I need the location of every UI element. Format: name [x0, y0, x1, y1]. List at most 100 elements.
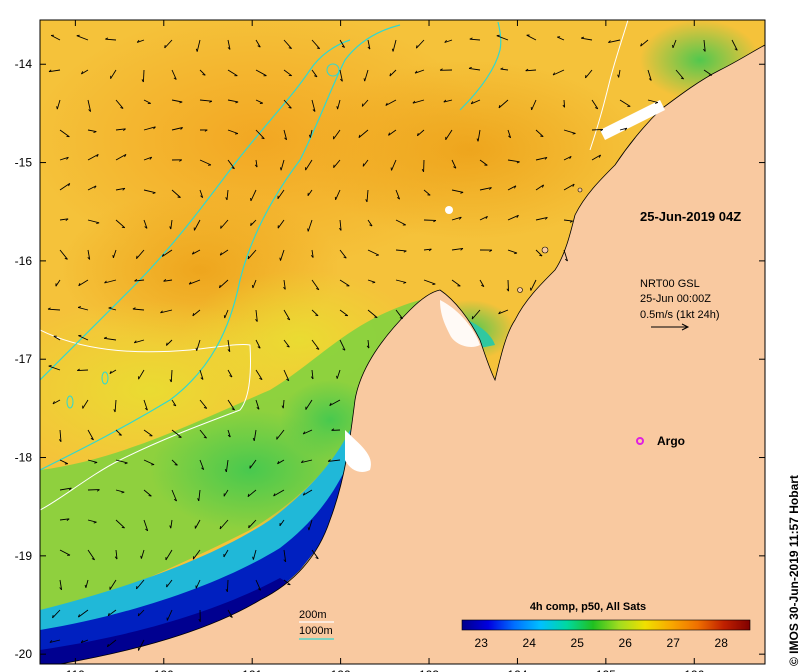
current-vector-head	[141, 79, 144, 83]
current-vector	[479, 187, 492, 191]
current-vector-head	[153, 126, 156, 130]
current-vector	[526, 34, 537, 41]
current-vector-head	[165, 342, 168, 346]
current-vector-head	[331, 428, 335, 431]
current-vector	[171, 69, 177, 80]
current-vector	[361, 99, 369, 107]
current-vector	[412, 99, 425, 104]
current-vector-head	[460, 248, 464, 251]
current-vector-head	[399, 317, 403, 320]
current-vector	[87, 519, 97, 523]
current-vector	[105, 38, 117, 41]
current-vector	[223, 489, 229, 497]
current-vector	[59, 518, 70, 521]
current-vector-head	[300, 460, 304, 463]
current-vector	[171, 189, 181, 198]
current-vector-head	[94, 185, 97, 189]
current-vector	[535, 184, 544, 191]
current-vector-head	[121, 526, 125, 529]
current-vector	[227, 369, 233, 378]
current-vector-head	[224, 469, 227, 473]
current-vector-head	[179, 159, 183, 162]
current-vector-head	[680, 77, 684, 80]
current-vector-head	[48, 365, 52, 367]
current-vector-head	[225, 197, 228, 201]
current-vector-head	[65, 218, 69, 222]
current-vector-head	[197, 498, 200, 502]
current-vector-head	[68, 487, 72, 491]
current-vector	[279, 519, 285, 527]
current-vector-head	[286, 345, 290, 348]
current-vector	[192, 309, 201, 317]
current-vector	[109, 579, 117, 590]
current-vector	[477, 129, 481, 142]
current-vector-head	[93, 131, 97, 134]
current-vector	[77, 369, 89, 372]
current-vector-head	[49, 640, 53, 643]
current-vector-head	[118, 434, 122, 436]
current-vector	[563, 249, 568, 262]
current-vector-head	[77, 614, 80, 618]
current-vector	[307, 219, 313, 232]
current-vector-head	[316, 47, 320, 50]
current-vector-head	[106, 643, 109, 647]
current-vector	[171, 489, 178, 502]
current-vector-head	[367, 46, 371, 50]
current-vector	[80, 639, 89, 644]
current-vector	[302, 489, 313, 496]
current-vector	[367, 219, 373, 227]
current-vector	[362, 159, 369, 167]
current-vector	[195, 579, 201, 589]
current-vector	[104, 279, 117, 284]
current-vector	[675, 69, 685, 80]
current-vector	[227, 429, 231, 438]
current-vector-head	[672, 44, 674, 48]
current-vector	[414, 69, 425, 74]
current-vector	[143, 519, 149, 531]
current-vector-head	[66, 157, 69, 160]
current-vector	[282, 399, 285, 409]
lat-tick-label: -15	[15, 156, 33, 170]
current-vector-head	[514, 185, 517, 189]
current-vector-head	[88, 109, 91, 112]
current-vector	[530, 279, 537, 291]
current-vector-head	[279, 167, 282, 171]
current-vector	[581, 37, 593, 41]
current-vector	[199, 159, 212, 166]
current-vector	[563, 219, 573, 222]
current-vector	[339, 249, 347, 259]
current-vector	[423, 248, 432, 251]
current-vector-head	[121, 491, 125, 494]
current-vector	[280, 249, 285, 261]
current-vector-head	[389, 73, 392, 77]
current-vector-head	[77, 306, 82, 308]
current-vector	[81, 69, 89, 75]
current-vector-head	[600, 129, 604, 132]
current-vector	[52, 399, 61, 405]
current-vector-head	[252, 556, 254, 560]
current-vector	[307, 189, 313, 197]
current-vector-head	[164, 45, 166, 49]
current-vector-head	[327, 459, 331, 462]
current-vector-head	[219, 526, 222, 530]
current-vector-head	[68, 183, 71, 187]
current-vector-head	[374, 316, 378, 319]
current-vector-head	[342, 348, 346, 351]
current-vector	[199, 399, 208, 409]
current-vector	[535, 216, 548, 221]
current-vector	[535, 156, 548, 161]
current-vector	[305, 399, 313, 410]
current-vector	[507, 249, 518, 254]
current-vector-head	[173, 404, 177, 407]
current-vector-head	[514, 252, 518, 255]
lat-tick-label: -14	[15, 57, 33, 71]
current-vector	[247, 249, 257, 260]
current-vector	[283, 279, 286, 290]
current-vector-head	[247, 493, 250, 497]
lon-tick-label: 124	[507, 668, 527, 672]
current-vector-head	[84, 584, 87, 588]
current-vector	[647, 69, 652, 81]
current-vector	[85, 579, 89, 588]
current-vector	[171, 127, 183, 131]
